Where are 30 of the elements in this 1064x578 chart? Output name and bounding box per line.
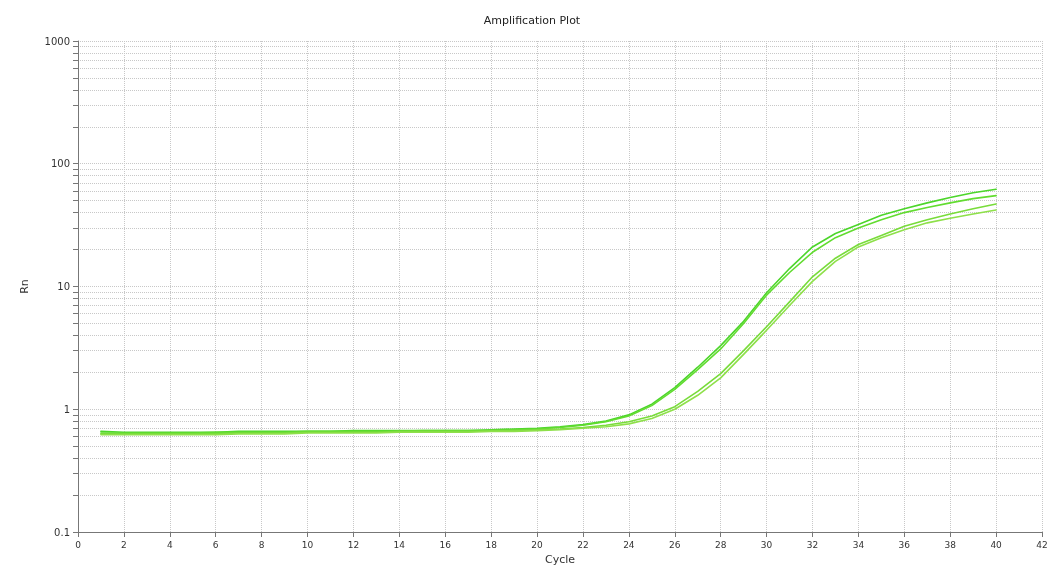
x-tick-label: 26	[669, 539, 681, 550]
x-tick-label: 14	[393, 539, 406, 550]
x-tick-label: 0	[75, 539, 82, 550]
x-tick-label: 38	[944, 539, 957, 550]
y-tick-label: 0.1	[54, 526, 70, 538]
x-tick-label: 24	[623, 539, 635, 550]
y-tick-label: 10	[57, 281, 70, 292]
x-tick-label: 34	[852, 539, 865, 550]
x-tick-label: 20	[531, 539, 544, 550]
x-tick-label: 36	[898, 539, 911, 550]
x-tick-label: 2	[121, 539, 127, 550]
y-tick-label: 1	[63, 403, 70, 415]
y-axis-title: Rn	[18, 279, 31, 294]
x-tick-label: 42	[1036, 539, 1048, 550]
x-tick-label: 22	[577, 539, 589, 550]
x-tick-label: 28	[714, 539, 727, 550]
x-tick-label: 16	[439, 539, 452, 550]
x-tick-label: 8	[258, 539, 265, 550]
y-tick-label: 1000	[44, 35, 70, 47]
x-axis-title: Cycle	[544, 553, 576, 566]
x-tick-label: 30	[760, 539, 773, 550]
y-tick-label: 100	[50, 158, 70, 170]
x-tick-label: 40	[990, 539, 1003, 550]
x-tick-label: 4	[166, 539, 173, 550]
x-tick-label: 10	[301, 539, 314, 550]
x-tick-label: 32	[806, 539, 819, 550]
x-tick-label: 12	[347, 539, 360, 550]
x-tick-label: 6	[212, 539, 219, 550]
x-tick-label: 18	[485, 539, 498, 550]
chart-title: Amplification Plot	[483, 14, 581, 27]
